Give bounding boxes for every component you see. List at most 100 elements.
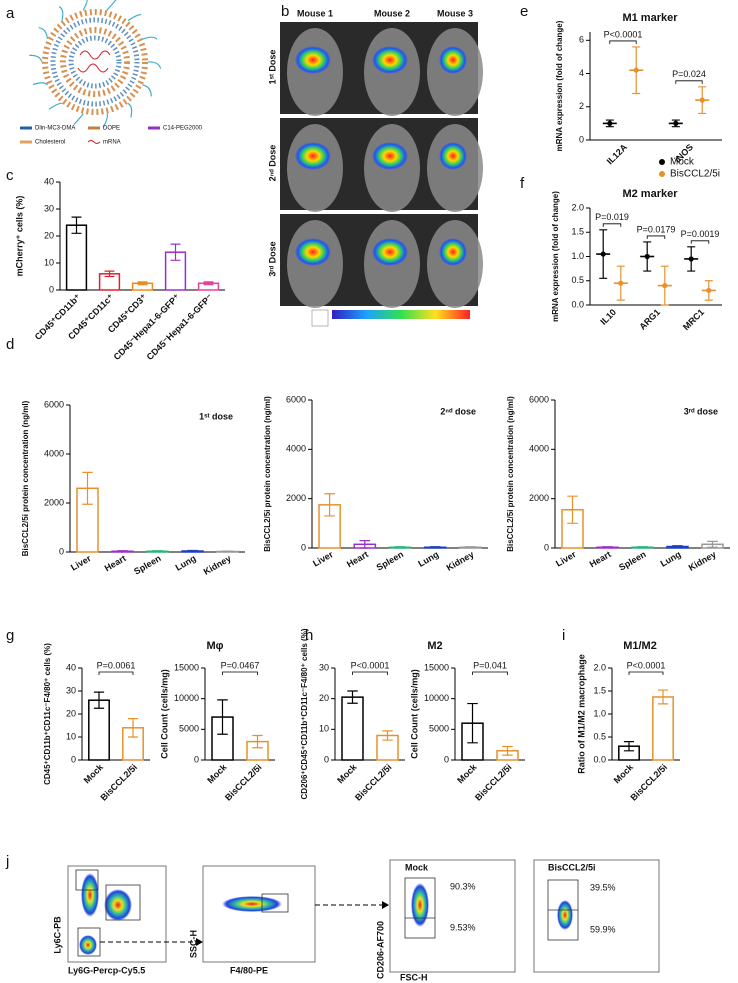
legend-label: Cholesterol [35,140,65,146]
x-tick-label: Mock [612,761,636,785]
legend-label: mRNA [103,140,121,146]
significance-bracket [690,240,710,244]
x-tick-label: Spleen [375,549,406,572]
flow-plot [533,859,660,973]
error-bar [127,718,139,738]
error-bar [187,549,198,553]
column-header: Mouse 3 [437,8,473,18]
peg-chain [106,0,117,11]
x-tick-label: BisCCL2/5i [98,762,139,803]
error-bar [657,689,669,705]
error-bar [217,699,228,735]
panel-letter: c [6,167,14,184]
y-axis-label: BisCCL2/5i protein concentration (ng/ml) [263,396,272,552]
gate-title: BisCCL2/5i [548,862,596,872]
significance-bracket [602,223,622,227]
x-tick-label: Mock [335,761,359,785]
signal [372,46,408,74]
legend-label: DOPE [103,126,120,132]
y-tick-label: 6000 [44,399,64,409]
peg-chain [82,0,88,11]
error-bar [637,546,648,549]
y-tick-label: 4000 [529,444,549,454]
peg-chain [58,6,64,21]
y-tick-label: 0 [444,754,449,764]
error-bar [707,540,718,548]
significance-bracket [472,671,508,675]
color-bar [332,310,470,319]
y-tick-label: 30 [66,685,76,695]
signal [295,238,331,266]
x-tick-label: Lung [659,549,683,569]
legend-marker [659,159,665,165]
flow-plot [389,859,516,973]
error-bar [82,471,93,505]
y-tick-label: 2.0 [593,662,606,672]
p-value: P=0.024 [672,69,706,79]
error-bar [152,550,163,553]
x-tick-label: ARG1 [637,307,662,332]
y-tick-label: 6 [579,35,584,45]
chart-title: M2 marker [622,188,678,200]
y-axis-label: BisCCL2/5i protein concentration (ng/ml) [21,400,30,556]
y-tick-label: 40 [66,662,76,672]
y-tick-label: 10 [44,257,54,267]
significance-bracket [609,40,637,44]
error-bar [567,495,578,524]
flow-gating: Ly6C-PB Ly6G-Percp-Cy5.5 SSC-H F4/80-PE … [52,859,660,982]
y-tick-label: 0 [71,754,76,764]
chart-title: M2 [427,640,442,652]
significance-bracket [352,671,388,675]
error-bar [698,86,707,115]
peg-chain [147,61,162,69]
p-value: P<0.0001 [604,29,643,39]
y-axis-label: mCherry⁺ cells (%) [14,196,24,277]
p-value: P<0.0001 [627,660,666,670]
row-label: 1ˢᵗ Dose [267,50,277,85]
chart-title: M1/M2 [623,640,657,652]
legend-label: C14-PEG2000 [163,126,203,132]
y-tick-label: 1.5 [571,227,584,237]
signal [295,46,331,74]
bar [88,699,110,761]
p-value: P=0.019 [595,212,629,222]
error-bar [672,545,683,548]
y-tick-label: 0 [324,754,329,764]
y-tick-label: 4 [579,68,584,78]
y-tick-label: 40 [44,176,54,186]
panel-letter: i [562,627,565,644]
p-value: P<0.0001 [351,660,390,670]
flow-plot [202,865,316,963]
row-label: 3ʳᵈ Dose [267,241,277,276]
error-bar [203,281,214,286]
x-tick-label: Liver [554,549,578,569]
error-bar [252,734,263,749]
y-tick-label: 0.0 [593,754,606,764]
x-tick-label: Spleen [617,549,648,572]
peg-chain [142,84,152,97]
x-tick-label: Kidney [202,553,233,577]
x-tick-label: Liver [69,553,93,573]
legend-label: BisCCL2/5i [670,169,720,180]
x-tick-label: BisCCL2/5i [473,762,514,803]
y-tick-label: 2000 [44,497,64,507]
y-tick-label: 0.5 [571,275,584,285]
panel-letter: d [6,336,14,353]
column-header: Mouse 1 [297,8,333,18]
x-tick-label: CD45⁻Hepa1-6-GFP⁻ [145,292,215,362]
error-bar [643,241,652,272]
significance-bracket [628,671,664,675]
x-tick-label: Liver [311,549,335,569]
error-bar [660,265,669,306]
p-value: P=0.0179 [637,224,676,234]
error-bar [502,745,513,756]
x-tick-label: Heart [345,549,370,569]
x-tick-label: Lung [416,549,440,569]
error-bar [117,550,128,553]
mouse-imaging: Mouse 1 Mouse 2 Mouse 3 1ˢᵗ Dose 2ⁿᵈ Dos… [267,8,483,327]
y-tick-label: 5000 [429,724,449,734]
y-axis-label: Ratio of M1/M2 macrophage [576,654,586,774]
error-bar [602,546,613,549]
y-tick-label: 0 [544,542,549,552]
error-bar [429,546,441,549]
